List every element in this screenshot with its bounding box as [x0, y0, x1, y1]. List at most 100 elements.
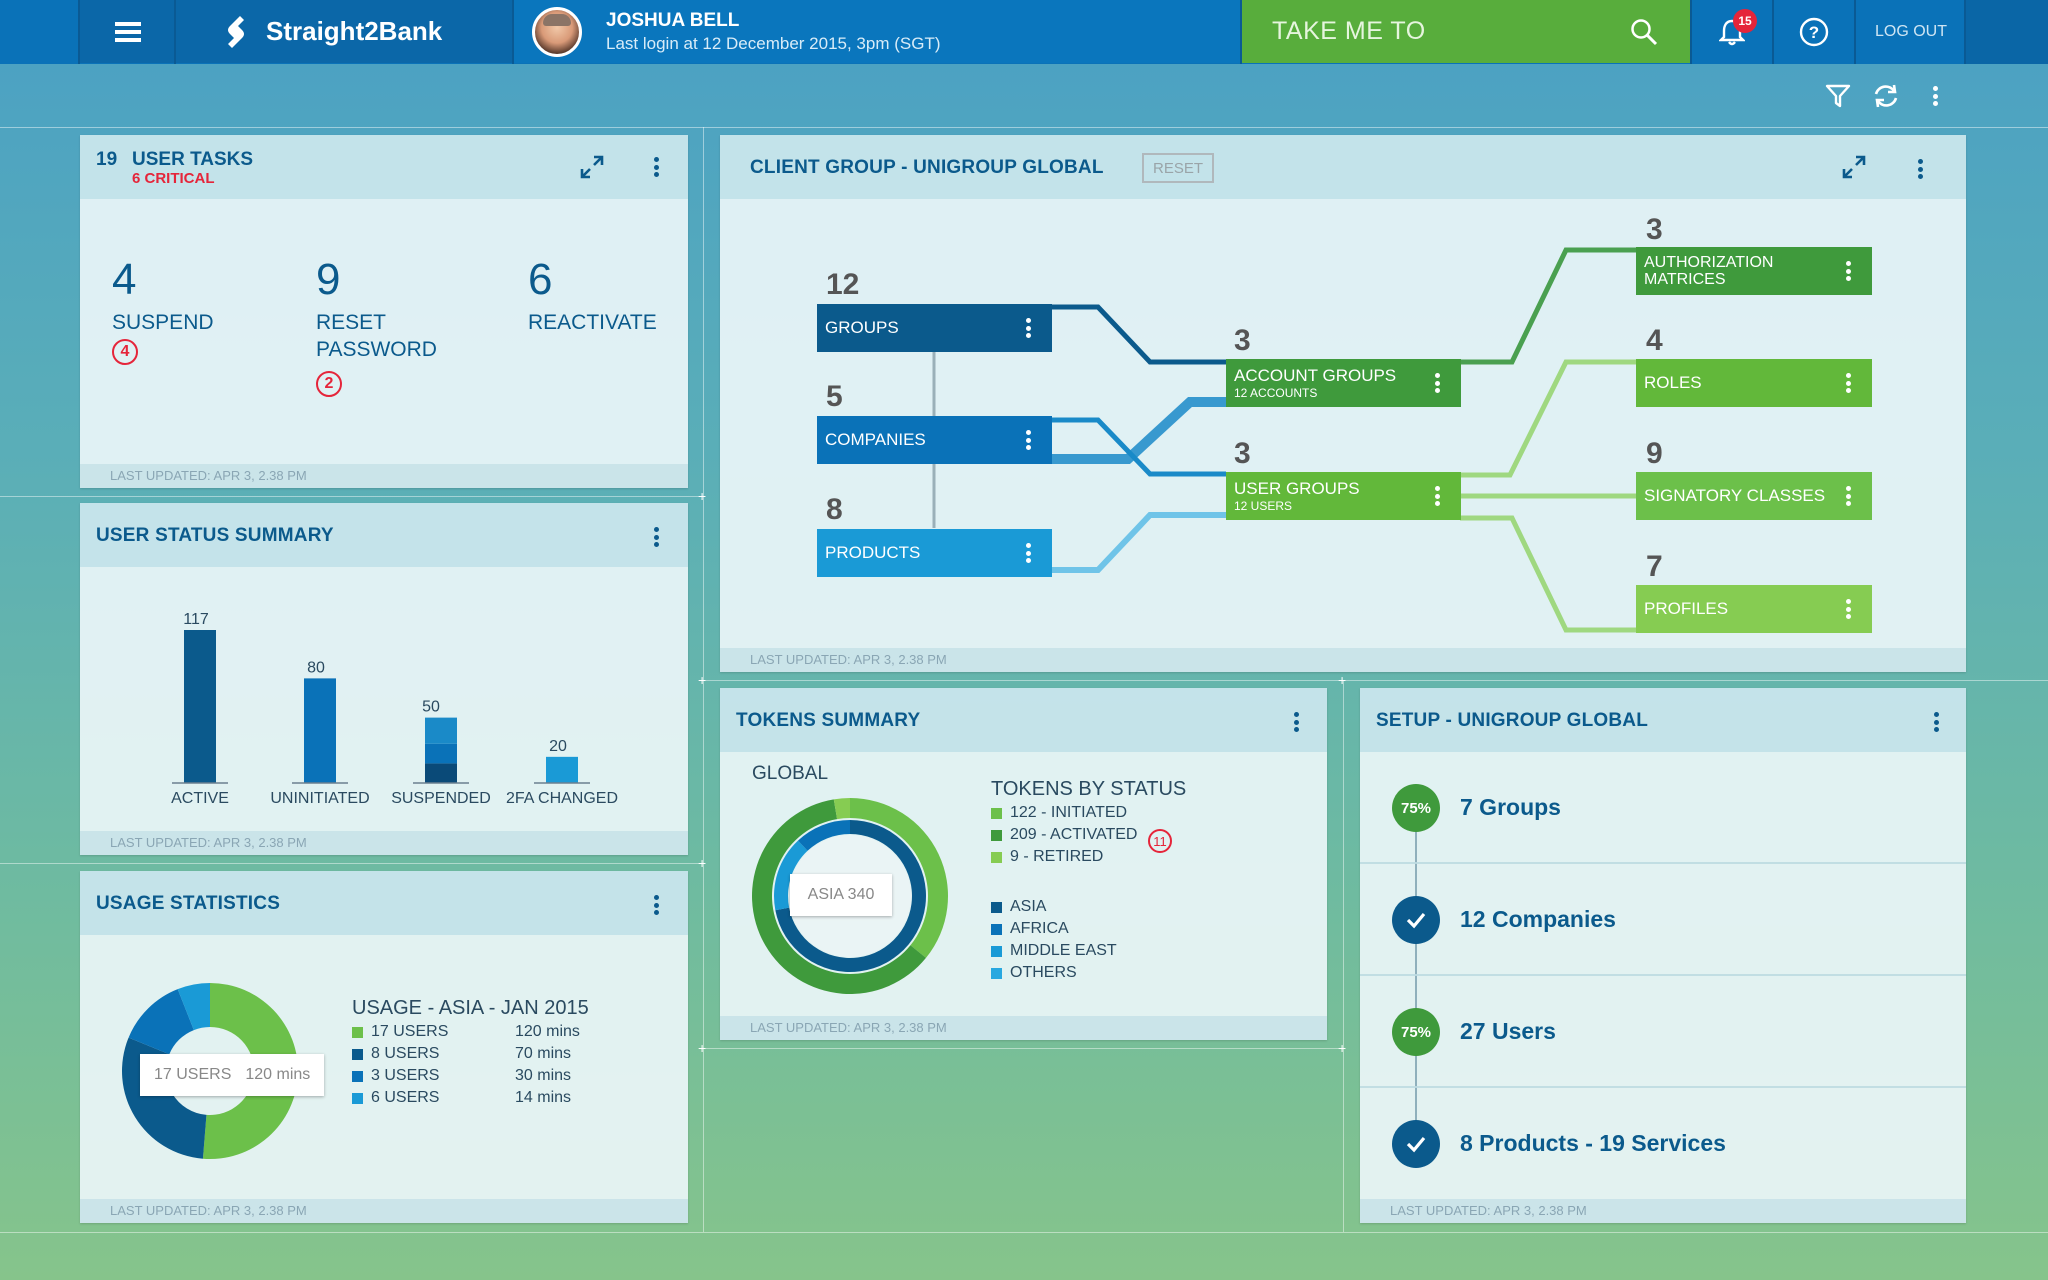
card-title: USER STATUS SUMMARY	[96, 525, 334, 546]
step-label[interactable]: 12 Companies	[1460, 906, 1616, 932]
filter-button[interactable]	[1822, 80, 1854, 112]
pie-slice[interactable]	[202, 983, 298, 1159]
profiles-node[interactable]: PROFILES	[1636, 585, 1872, 633]
donut-slice-status[interactable]	[833, 798, 850, 820]
bar-segment[interactable]	[425, 743, 457, 764]
search-icon[interactable]	[1630, 18, 1658, 46]
expand-icon[interactable]	[1840, 153, 1868, 181]
reset-password-badge: 2	[316, 371, 342, 397]
bar[interactable]	[546, 756, 578, 783]
card-title: SETUP - UNIGROUP GLOBAL	[1376, 710, 1649, 731]
notifications-button[interactable]	[1692, 0, 1772, 63]
card-title: TOKENS SUMMARY	[736, 710, 921, 731]
node-menu-icon[interactable]	[1018, 541, 1038, 565]
reset-password-count[interactable]: 9	[316, 255, 341, 304]
products-node[interactable]: PRODUCTS	[817, 529, 1052, 577]
tokens-summary-card: TOKENS SUMMARY GLOBAL ASIA 340 TOKENS BY…	[720, 688, 1327, 1040]
bar-segment[interactable]	[425, 717, 457, 744]
signatory-classes-node[interactable]: SIGNATORY CLASSES	[1636, 472, 1872, 520]
step-status-circle	[1392, 1120, 1440, 1168]
legend-value: 30 mins	[515, 1067, 572, 1084]
user-info[interactable]: JOSHUA BELL Last login at 12 December 20…	[514, 0, 1240, 63]
card-menu-icon[interactable]	[1910, 157, 1930, 181]
avatar[interactable]	[532, 6, 582, 57]
legend-swatch	[991, 945, 1002, 957]
step-label[interactable]: 8 Products - 19 Services	[1460, 1130, 1726, 1156]
tokens-tooltip: ASIA 340	[790, 874, 892, 916]
legend-entry: 8 USERS 70 mins	[352, 1045, 612, 1063]
setup-card: SETUP - UNIGROUP GLOBAL LAST UPDATED: AP…	[1360, 688, 1966, 1223]
reactivate-label[interactable]: REACTIVATE	[528, 311, 657, 334]
authorization-matrices-node[interactable]: AUTHORIZATION MATRICES	[1636, 247, 1872, 295]
bar-value-label: 80	[307, 659, 325, 676]
groups-node[interactable]: GROUPS	[817, 304, 1052, 352]
reset-password-label[interactable]: RESET PASSWORD	[316, 311, 437, 361]
legend-entry: ASIA	[991, 898, 1046, 916]
last-login: Last login at 12 December 2015, 3pm (SGT…	[606, 33, 941, 53]
group-connectors	[932, 247, 1636, 633]
account-groups-node[interactable]: ACCOUNT GROUPS 12 ACCOUNTS	[1226, 359, 1461, 407]
logout-button[interactable]: LOG OUT	[1856, 0, 1966, 63]
node-menu-icon[interactable]	[1838, 484, 1858, 508]
pie-slice[interactable]	[128, 989, 194, 1055]
legend-entry: 9 - RETIRED	[991, 848, 1103, 866]
user-groups-node[interactable]: USER GROUPS 12 USERS	[1226, 472, 1461, 520]
bar[interactable]	[184, 630, 216, 783]
node-menu-icon[interactable]	[1838, 597, 1858, 621]
roles-node[interactable]: ROLES	[1636, 359, 1872, 407]
pie-slice[interactable]	[177, 983, 210, 1031]
task-count: 19	[96, 149, 118, 170]
step-label[interactable]: 27 Users	[1460, 1018, 1556, 1044]
node-label: ACCOUNT GROUPS	[1234, 366, 1397, 385]
step-label[interactable]: 7 Groups	[1460, 794, 1561, 820]
signatory-classes-count: 9	[1646, 437, 1663, 470]
profiles-count: 7	[1646, 550, 1663, 583]
node-menu-icon[interactable]	[1838, 371, 1858, 395]
legend-value: 70 mins	[515, 1045, 572, 1062]
bar-segment[interactable]	[425, 763, 457, 783]
donut-slice-region[interactable]	[797, 820, 850, 851]
search-input[interactable]: TAKE ME TO	[1272, 17, 1426, 45]
last-updated: LAST UPDATED: APR 3, 2.38 PM	[80, 831, 688, 855]
card-menu-icon[interactable]	[646, 155, 666, 179]
refresh-button[interactable]	[1870, 80, 1902, 112]
card-menu-icon[interactable]	[1286, 710, 1306, 734]
legend-swatch	[352, 1048, 363, 1060]
more-button[interactable]	[1919, 80, 1951, 112]
card-header	[720, 135, 1966, 199]
donut-slice-status[interactable]	[752, 799, 926, 994]
step-status-circle	[1392, 896, 1440, 944]
products-count: 8	[826, 493, 843, 526]
companies-node[interactable]: COMPANIES	[817, 416, 1052, 464]
node-menu-icon[interactable]	[1838, 259, 1858, 283]
menu-button[interactable]	[80, 0, 176, 63]
card-menu-icon[interactable]	[646, 893, 666, 917]
card-menu-icon[interactable]	[1926, 710, 1946, 734]
setup-step[interactable]: 75% 7 Groups	[1360, 752, 1966, 864]
card-header	[80, 503, 688, 567]
node-menu-icon[interactable]	[1018, 316, 1038, 340]
brand[interactable]: Straight2Bank	[176, 0, 512, 63]
suspend-count[interactable]: 4	[112, 255, 137, 304]
setup-step[interactable]: 75% 27 Users	[1360, 976, 1966, 1088]
setup-step[interactable]: 8 Products - 19 Services	[1360, 1088, 1966, 1200]
node-menu-icon[interactable]	[1427, 371, 1447, 395]
card-title: USAGE STATISTICS	[96, 893, 281, 914]
help-button[interactable]: ?	[1774, 0, 1854, 63]
bar[interactable]	[304, 678, 336, 783]
expand-icon[interactable]	[578, 153, 606, 181]
suspend-label[interactable]: SUSPEND	[112, 311, 214, 334]
node-menu-icon[interactable]	[1427, 484, 1447, 508]
card-menu-icon[interactable]	[646, 525, 666, 549]
critical-count[interactable]: 6 CRITICAL	[132, 170, 215, 187]
reset-button[interactable]: RESET	[1142, 153, 1214, 183]
reactivate-count[interactable]: 6	[528, 255, 553, 304]
donut-slice-status[interactable]	[850, 798, 948, 958]
take-me-to-search[interactable]: TAKE ME TO	[1242, 0, 1690, 63]
grid-marker: +	[698, 488, 707, 504]
node-menu-icon[interactable]	[1018, 428, 1038, 452]
legend-entry: 122 - INITIATED	[991, 804, 1127, 822]
setup-step[interactable]: 12 Companies	[1360, 864, 1966, 976]
legend-value: 120 mins	[515, 1023, 580, 1040]
legend-entry: OTHERS	[991, 964, 1077, 982]
